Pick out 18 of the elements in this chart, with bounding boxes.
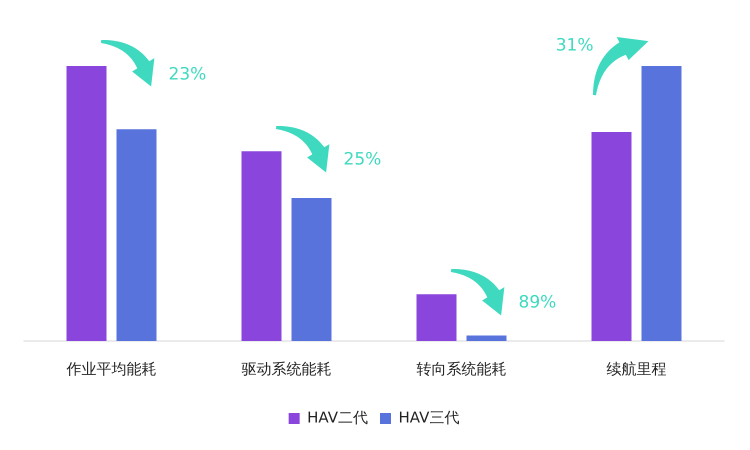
- annotation: 89%: [518, 292, 556, 313]
- bar: [416, 294, 456, 341]
- bar: [116, 129, 156, 341]
- x-tick-label: 作业平均能耗: [66, 360, 156, 378]
- x-tick-label: 驱动系统能耗: [242, 360, 332, 378]
- bar: [66, 66, 106, 341]
- bar: [292, 198, 332, 341]
- bar: [642, 66, 682, 341]
- annotation: 25%: [344, 150, 382, 170]
- bar: [242, 151, 282, 341]
- x-tick-label: 续航里程: [606, 360, 666, 378]
- x-tick-label: 转向系统能耗: [416, 360, 506, 378]
- legend-label: HAV二代: [307, 408, 368, 426]
- text: 31%: [556, 35, 594, 56]
- bar: [592, 132, 632, 341]
- bar: [466, 336, 506, 341]
- annotation: 23%: [168, 64, 206, 84]
- legend-label: HAV三代: [398, 408, 460, 426]
